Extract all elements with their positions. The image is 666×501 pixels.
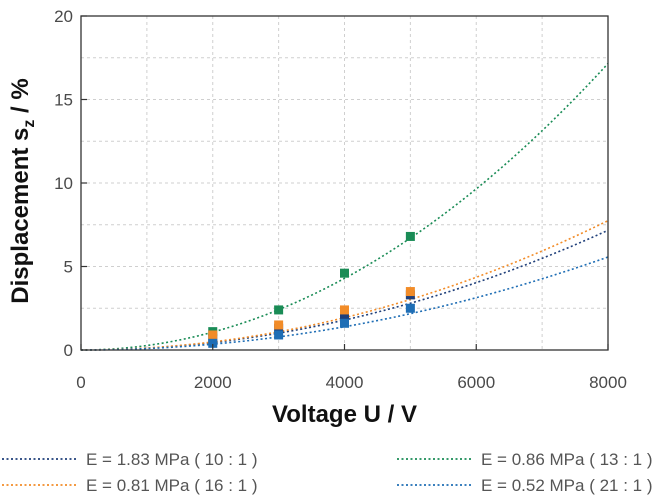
x-tick-label: 4000 <box>326 373 364 392</box>
plot-frame <box>80 15 609 351</box>
data-point-3 <box>340 305 349 315</box>
data-point-4 <box>274 330 284 340</box>
y-tick-label: 20 <box>54 7 73 26</box>
fit-curve-2 <box>80 63 609 351</box>
legend-label-4: E = 0.52 MPa ( 21 : 1 ) <box>481 476 653 495</box>
legend-label-3: E = 0.81 MPa ( 16 : 1 ) <box>86 476 258 495</box>
data-point-2 <box>340 268 349 278</box>
legend-label-1: E = 1.83 MPa ( 10 : 1 ) <box>86 450 258 469</box>
data-point-3 <box>405 287 415 297</box>
data-point-2 <box>405 231 415 241</box>
y-axis-title: Displacement sz / % <box>7 78 38 303</box>
legend: E = 1.83 MPa ( 10 : 1 ) E = 0.86 MPa ( 13… <box>2 450 653 495</box>
data-point-3 <box>208 330 218 340</box>
data-point-3 <box>274 320 284 330</box>
x-axis-title: Voltage U / V <box>272 401 417 428</box>
data-point-4 <box>340 318 349 328</box>
data-markers <box>208 231 415 348</box>
x-tick-label: 2000 <box>194 373 232 392</box>
y-axis-title-main: Displacement s <box>7 128 34 304</box>
data-point-4 <box>405 303 415 313</box>
y-tick-label: 0 <box>64 341 73 360</box>
y-axis-title-unit: / % <box>7 78 34 119</box>
fit-curve-1 <box>80 229 609 351</box>
grid-layer <box>81 16 608 350</box>
x-tick-label: 8000 <box>589 373 627 392</box>
data-point-1 <box>340 310 349 320</box>
data-point-2 <box>274 305 284 315</box>
x-tick-label: 0 <box>76 373 85 392</box>
y-tick-label: 10 <box>54 174 73 193</box>
y-axis-title-subscript: z <box>21 120 38 128</box>
legend-label-2: E = 0.86 MPa ( 13 : 1 ) <box>481 450 653 469</box>
x-tick-label: 6000 <box>457 373 495 392</box>
tick-labels: 0 2000 4000 6000 8000 0 5 10 15 20 <box>54 7 627 392</box>
data-point-4 <box>208 338 218 348</box>
y-tick-label: 15 <box>54 91 73 110</box>
y-tick-label: 5 <box>64 258 73 277</box>
